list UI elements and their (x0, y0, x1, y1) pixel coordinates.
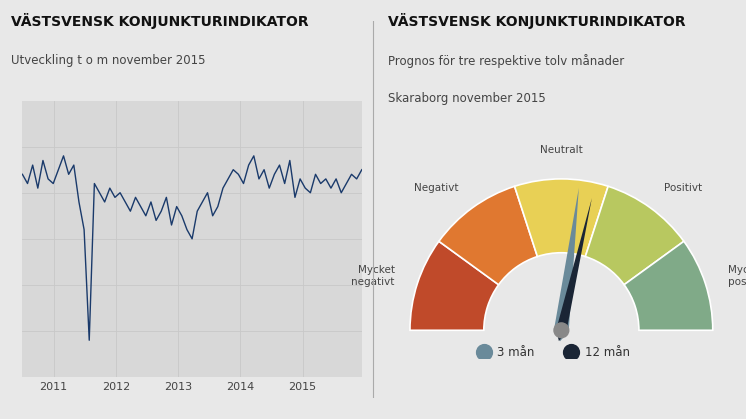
Text: Utveckling t o m november 2015: Utveckling t o m november 2015 (11, 54, 206, 67)
Point (565, 349, 577, 356)
Text: 12 mån: 12 mån (586, 346, 630, 359)
Text: Mycket
negativt: Mycket negativt (351, 265, 395, 287)
Wedge shape (624, 241, 712, 330)
Text: Positivt: Positivt (665, 184, 703, 194)
Text: VÄSTSVENSK KONJUNKTURINDIKATOR: VÄSTSVENSK KONJUNKTURINDIKATOR (11, 13, 309, 28)
Circle shape (554, 323, 568, 338)
Wedge shape (410, 241, 498, 330)
Point (478, 349, 490, 356)
Text: Prognos för tre respektive tolv månader: Prognos för tre respektive tolv månader (388, 54, 624, 68)
Text: VÄSTSVENSK KONJUNKTURINDIKATOR: VÄSTSVENSK KONJUNKTURINDIKATOR (388, 13, 686, 28)
Wedge shape (515, 179, 608, 256)
Text: Neutralt: Neutralt (540, 145, 583, 155)
Wedge shape (586, 186, 684, 285)
Wedge shape (439, 186, 537, 285)
Text: Mycket
positivt: Mycket positivt (728, 265, 746, 287)
Text: 3 mån: 3 mån (497, 346, 534, 359)
Polygon shape (557, 198, 592, 341)
Polygon shape (554, 188, 579, 341)
Text: Negativt: Negativt (414, 184, 458, 194)
Text: Skaraborg november 2015: Skaraborg november 2015 (388, 92, 545, 105)
